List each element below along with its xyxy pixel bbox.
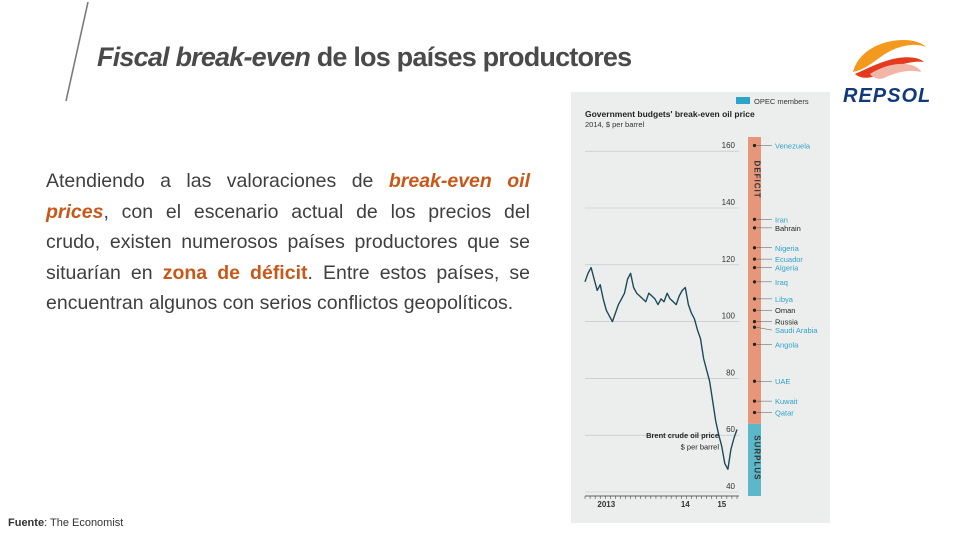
opec-legend-swatch — [736, 97, 750, 104]
chart-subtitle: 2014, $ per barrel — [585, 120, 645, 129]
body-paragraph: Atendiendo a las valoraciones de break-e… — [46, 166, 530, 319]
country-label: Angola — [775, 340, 799, 349]
country-marker-dot — [752, 410, 757, 415]
country-marker-dot — [752, 308, 757, 312]
country-marker-dot — [752, 226, 757, 230]
page-title: Fiscal break-even de los países producto… — [97, 42, 632, 73]
country-marker-dot — [752, 399, 757, 403]
country-marker-dot — [752, 266, 757, 270]
y-tick-label: 40 — [726, 482, 735, 491]
country-label: Russia — [775, 318, 799, 327]
country-leader-line — [756, 327, 773, 331]
surplus-band-label: SURPLUS — [753, 435, 762, 480]
title-italic: Fiscal break-even — [97, 42, 311, 72]
country-label: Iraq — [775, 278, 788, 287]
breakeven-chart: OPEC members Government budgets' break-e… — [571, 92, 830, 523]
country-label: Saudi Arabia — [775, 326, 818, 335]
chart-title: Government budgets' break-even oil price — [585, 109, 755, 119]
country-label: Ecuador — [775, 255, 803, 264]
country-marker-dot — [752, 217, 757, 221]
series-unit-label: $ per barrel — [681, 442, 720, 451]
y-tick-label: 140 — [722, 198, 736, 207]
surplus-band-extension — [748, 492, 761, 496]
paragraph-segment: Atendiendo a las valoraciones de — [46, 170, 389, 192]
brent-price-line — [584, 266, 738, 470]
y-tick-label: 120 — [722, 255, 736, 264]
y-tick-label: 60 — [726, 425, 735, 434]
y-tick-label: 80 — [726, 368, 735, 377]
country-marker-dot — [752, 297, 757, 301]
source-text: : The Economist — [44, 517, 124, 529]
country-marker-dot — [752, 280, 757, 284]
series-label: Brent crude oil price — [646, 431, 719, 440]
paragraph-segment: break-even oil prices — [46, 170, 531, 223]
repsol-wordmark: REPSOL — [843, 85, 932, 107]
source-label: Fuente — [8, 517, 45, 529]
country-label: Kuwait — [775, 397, 798, 406]
country-label: Iran — [775, 215, 788, 224]
surplus-band — [748, 423, 761, 492]
chart-series: Brent crude oil price $ per barrel — [584, 266, 738, 470]
y-tick-label: 100 — [722, 312, 736, 321]
paragraph-segment: . Entre estos países, se encuentran algu… — [46, 261, 530, 315]
y-tick-label: 160 — [722, 141, 736, 150]
country-marker-dot — [752, 143, 757, 148]
country-marker-dot — [752, 379, 757, 383]
country-label: Bahrain — [775, 224, 801, 233]
country-marker-dot — [752, 325, 757, 329]
x-tick-label: 14 — [681, 500, 690, 509]
country-label: UAE — [775, 377, 790, 386]
country-label: Venezuela — [775, 142, 811, 151]
repsol-logo-icon — [853, 40, 926, 79]
country-label: Qatar — [775, 408, 794, 417]
country-marker-dot — [752, 342, 757, 346]
source-note: Fuente: The Economist — [8, 517, 123, 529]
chart-axes: 40 60 80 100 120 140 160 2013 14 15 — [584, 141, 739, 509]
country-label: Algeria — [775, 264, 799, 273]
decorative-slash — [65, 1, 89, 102]
country-marker-dot — [752, 246, 757, 250]
chart-gridlines — [585, 150, 739, 493]
paragraph-segment: , con el escenario actual de los precios… — [46, 200, 530, 284]
country-label: Oman — [775, 306, 795, 315]
deficit-band-label: DEFICIT — [753, 161, 762, 199]
country-label: Libya — [775, 295, 794, 304]
chart-bands: DEFICIT SURPLUS — [748, 137, 762, 496]
chart-legend: OPEC members — [754, 97, 809, 106]
x-tick-label: 15 — [717, 500, 726, 509]
title-rest: de los países productores — [310, 42, 632, 72]
chart-background — [571, 92, 830, 523]
country-label: Nigeria — [775, 244, 800, 253]
country-marker-dot — [752, 257, 757, 261]
x-tick-label: 2013 — [597, 500, 615, 509]
country-marker-dot — [752, 320, 757, 324]
paragraph-segment: zona de déficit — [162, 261, 308, 284]
